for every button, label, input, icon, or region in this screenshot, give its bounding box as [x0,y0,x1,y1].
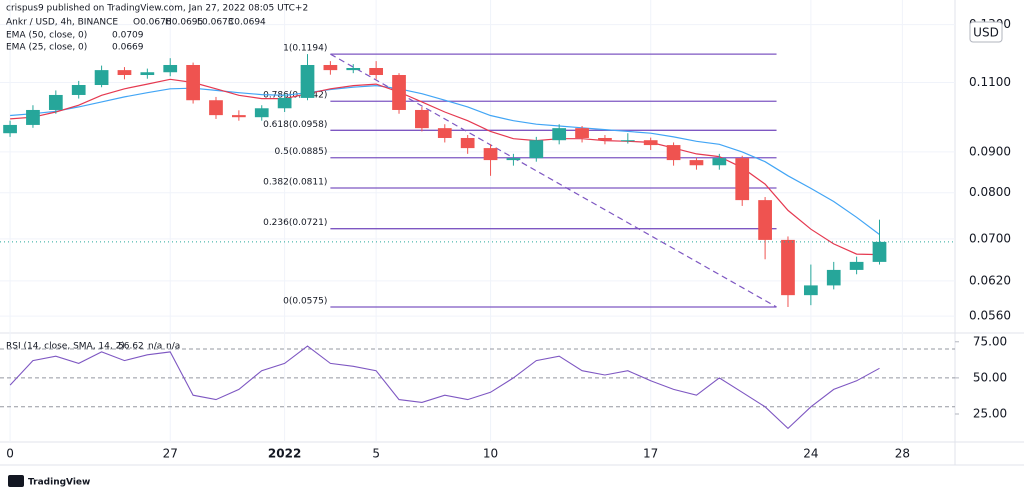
candle-body [48,94,63,110]
candle-body [872,241,887,262]
ohlc-close: C0.0694 [228,18,266,28]
candle-body [3,124,17,134]
ohlc-high: H0.0695 [165,18,203,28]
rsi-line [9,345,880,430]
candle-body [232,115,246,118]
fib-label: 0.236(0.0721) [263,218,327,228]
candle-body [781,239,795,296]
currency-box[interactable] [969,21,1003,43]
symbol: Ankr / USD, 4h, BINANCE [6,18,118,28]
candle-body [666,145,681,161]
x-tick-label: 2022 [268,447,301,461]
y-tick-label: 0.0800 [969,185,1011,199]
fib-label: 0.382(0.0811) [263,177,327,187]
candle-body [437,128,452,138]
candle-body [346,67,361,71]
x-tick-label: 28 [895,447,910,461]
candle-body [140,72,155,76]
ohlc-low: L0.0673 [197,18,234,28]
candle-body [71,85,86,95]
currency[interactable]: USD [973,26,999,40]
candle-body [94,70,109,86]
candle-body [209,100,223,116]
rsi-value: 56.62 [118,342,144,352]
rsi-extra: n/a [166,342,180,352]
x-tick-label: 27 [163,447,178,461]
rsi-title: RSI (14, close, SMA, 14, 2) [6,342,125,352]
marks: 0.05600.06200.07000.08000.09000.11000.13… [0,0,1011,461]
x-tick-label: 5 [372,447,380,461]
rsi-extra: n/a [148,342,162,352]
candle-body [460,137,475,149]
labels: crispus9 published on TradingView.com, J… [6,4,1003,488]
logo [8,475,24,487]
candle-body [277,97,292,109]
fib-label: 0.618(0.0958) [263,120,327,130]
candle-body [575,128,589,138]
fib-label: 0.5(0.0885) [275,147,328,157]
x-tick-label: 24 [803,447,818,461]
legend-value: 0.0669 [112,43,144,53]
fib-label: 0(0.0575) [283,296,327,306]
footer-brand: TradingView [28,478,90,488]
fib-label: 1(0.1194) [283,44,327,54]
y-tick-label: 25.00 [973,407,1007,421]
candle-body [803,285,818,296]
candle-body [620,140,635,142]
y-tick-label: 0.1100 [969,75,1011,89]
y-tick-label: 0.0560 [969,309,1011,323]
candle-body [369,67,384,76]
y-tick-label: 50.00 [973,370,1007,384]
candle-body [735,158,750,201]
legend-ema50: EMA (50, close, 0) [6,31,87,41]
ohlc-open: O0.0678 [133,18,172,28]
candle-body [529,140,544,159]
y-tick-label: 0.0700 [969,231,1011,245]
candle-body [849,261,864,270]
candle-body [826,269,841,286]
candle-body [392,75,406,110]
candle-body [506,158,521,161]
candle-body [254,108,269,118]
legend-value: 0.0709 [112,31,144,41]
y-tick-label: 75.00 [973,334,1007,348]
x-tick-label: 17 [643,447,658,461]
candle-body [323,64,338,71]
candle-body [415,109,429,129]
legend-ema25: EMA (25, close, 0) [6,43,87,53]
candle-body [598,137,612,141]
candle-body [689,160,704,166]
ema-line [10,78,880,256]
candle-body [643,140,658,146]
candle-body [758,200,772,240]
x-tick-label: 0 [6,447,14,461]
candle-body [26,109,40,125]
candle-body [552,128,567,141]
candle-body [163,64,178,73]
y-tick-label: 0.0900 [969,144,1011,158]
candle-body [483,148,498,161]
candle-body [300,64,315,98]
ema-line [10,84,880,235]
candle-body [712,158,727,166]
candle-body [186,64,200,101]
attribution: crispus9 published on TradingView.com, J… [6,4,308,14]
x-tick-label: 10 [483,447,498,461]
candle-body [117,70,132,76]
y-tick-label: 0.0620 [969,273,1011,287]
